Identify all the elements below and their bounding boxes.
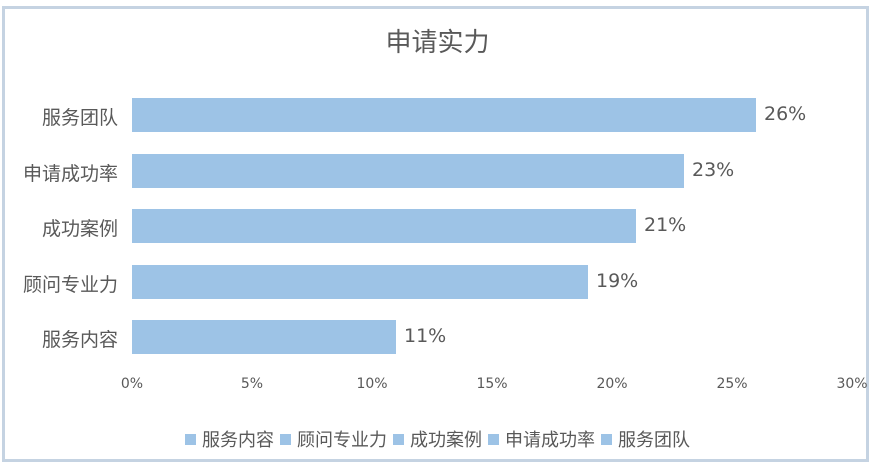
category-label: 服务团队: [41, 107, 118, 129]
legend-item: 服务内容: [185, 426, 274, 452]
legend-label: 顾问专业力: [297, 430, 387, 451]
bar: [132, 209, 636, 243]
bar: [132, 265, 588, 299]
x-tick: 30%: [836, 376, 868, 392]
legend-swatch-icon: [393, 433, 404, 445]
legend-item: 申请成功率: [488, 426, 595, 452]
legend-swatch-icon: [601, 433, 612, 445]
category-label: 顾问专业力: [22, 274, 118, 296]
legend-item: 成功案例: [393, 426, 482, 452]
value-label: 26%: [764, 103, 807, 125]
category-label: 申请成功率: [22, 163, 118, 185]
value-label: 19%: [596, 270, 639, 292]
x-tick: 10%: [356, 376, 388, 392]
value-label: 21%: [644, 214, 687, 236]
legend-item: 服务团队: [601, 426, 690, 452]
x-tick: 0%: [120, 376, 144, 392]
value-label: 23%: [692, 159, 735, 181]
x-tick: 5%: [240, 376, 264, 392]
legend-label: 服务内容: [202, 430, 274, 451]
legend-swatch-icon: [280, 433, 291, 445]
legend-swatch-icon: [185, 433, 196, 445]
category-label: 服务内容: [41, 329, 118, 351]
category-label: 成功案例: [41, 218, 118, 240]
x-tick: 15%: [476, 376, 508, 392]
legend-swatch-icon: [488, 433, 499, 445]
x-tick: 20%: [596, 376, 628, 392]
legend-label: 服务团队: [618, 430, 690, 451]
chart-title: 申请实力: [385, 28, 490, 58]
x-tick: 25%: [716, 376, 748, 392]
value-label: 11%: [404, 325, 447, 347]
legend-item: 顾问专业力: [280, 426, 387, 452]
bar: [132, 154, 684, 188]
bar: [132, 98, 756, 132]
legend: 服务内容 顾问专业力 成功案例 申请成功率 服务团队: [0, 426, 875, 452]
legend-label: 成功案例: [410, 430, 482, 451]
bar: [132, 320, 396, 354]
legend-label: 申请成功率: [505, 430, 595, 451]
